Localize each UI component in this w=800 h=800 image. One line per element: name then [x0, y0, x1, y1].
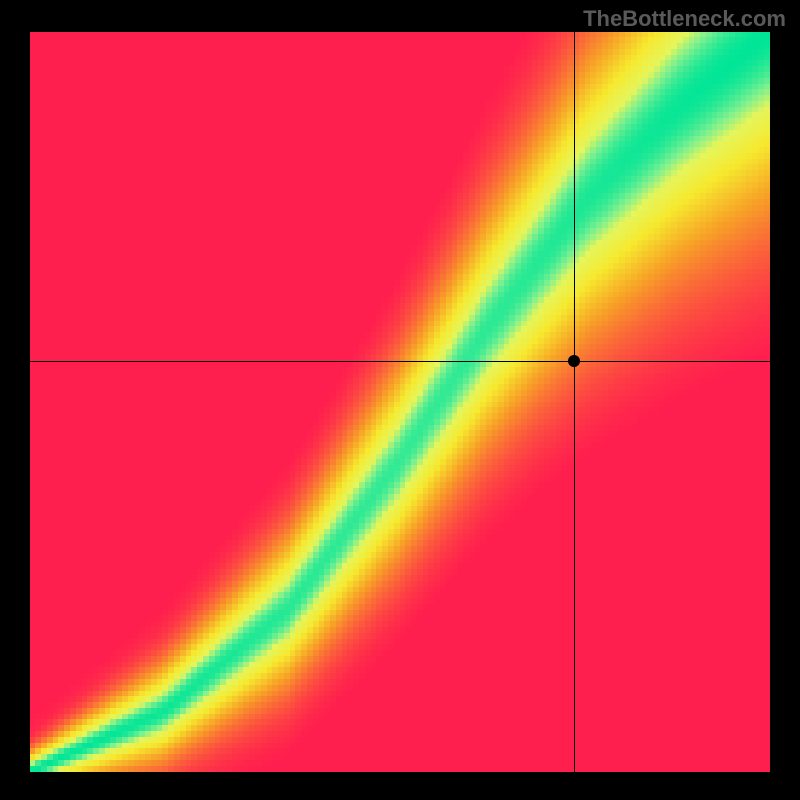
watermark-text: TheBottleneck.com	[583, 6, 786, 32]
crosshair-dot	[568, 355, 580, 367]
heatmap-canvas	[30, 32, 770, 772]
crosshair-horizontal	[30, 361, 770, 362]
crosshair-vertical	[574, 32, 575, 772]
